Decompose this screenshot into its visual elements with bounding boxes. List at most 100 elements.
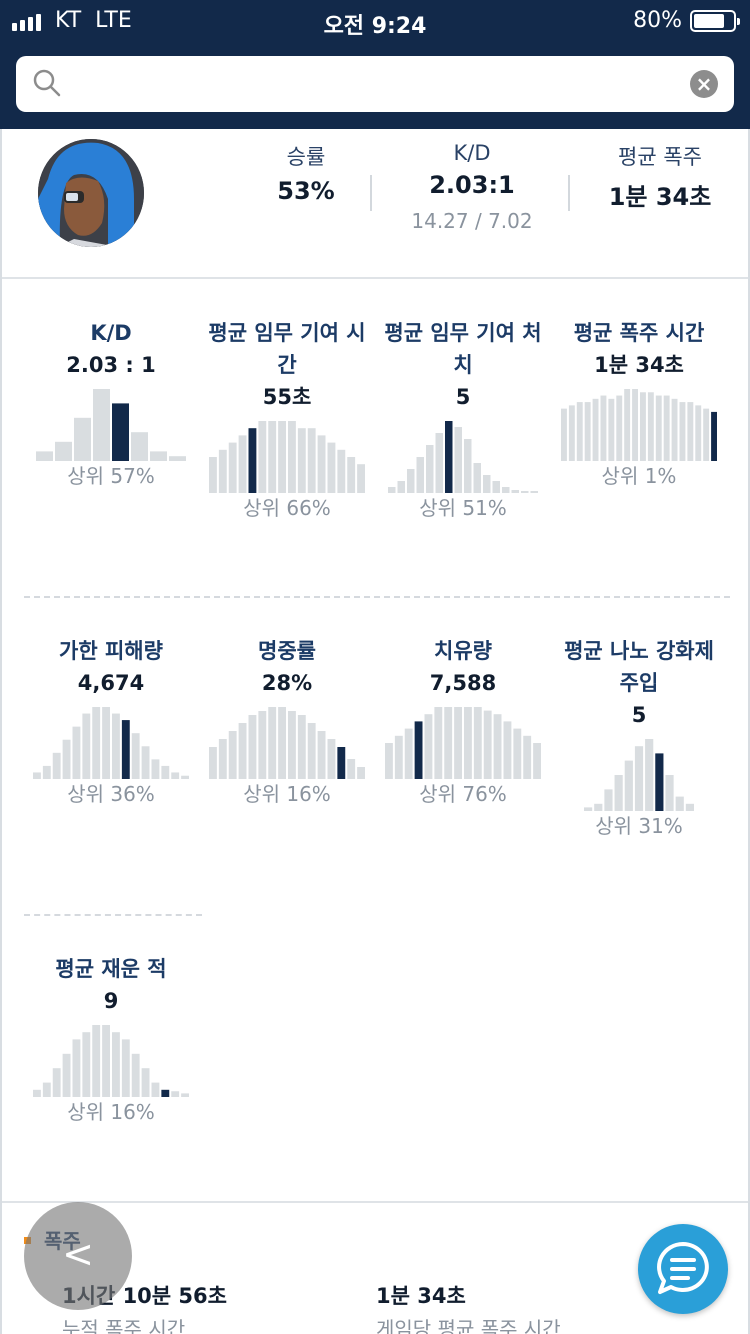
histogram-bar	[181, 775, 189, 779]
histogram-bar	[72, 1039, 81, 1097]
histogram-bar	[42, 1082, 51, 1097]
histogram-bar	[394, 735, 403, 779]
histogram-bar-player	[445, 421, 453, 493]
histogram-bar	[218, 449, 227, 493]
histogram-bar	[62, 739, 71, 779]
histogram-bar	[454, 707, 462, 779]
app-header: KT LTE 오전 9:24 80% ×	[0, 0, 750, 129]
stat-title: 평균 재운 적	[55, 957, 167, 981]
histogram-bar	[317, 435, 326, 493]
histogram-bar	[434, 707, 443, 779]
histogram-bar	[568, 405, 575, 461]
histogram-bar	[72, 726, 81, 779]
stat-histogram	[209, 421, 365, 493]
histogram-bar-player	[655, 753, 664, 811]
kd-label: K/D	[453, 141, 491, 165]
histogram-bar	[150, 451, 167, 461]
histogram-bar	[52, 1068, 61, 1097]
histogram-bar	[347, 457, 356, 493]
histogram-bar	[258, 711, 267, 779]
total-onfire-label: 누적 폭주 시간	[62, 1317, 186, 1334]
stat-title: 가한 피해량	[59, 639, 163, 663]
clear-icon[interactable]: ×	[690, 70, 718, 98]
histogram-bar-player	[112, 403, 129, 461]
win-rate-stat: 승률 53%	[256, 141, 356, 205]
carrier-label: KT	[55, 8, 82, 33]
histogram-bar	[42, 765, 51, 779]
histogram-bar	[52, 752, 61, 779]
stat-tile-objective-kills: 평균 임무 기여 처치 5 상위 51%	[375, 317, 551, 523]
stat-title: 평균 나노 강화제 주입	[564, 639, 714, 695]
search-input[interactable]	[78, 64, 678, 104]
row-divider	[24, 914, 202, 916]
stat-value: 28%	[261, 671, 313, 695]
histogram-bar	[238, 723, 247, 779]
stat-tile-kd: K/D 2.03 : 1 상위 57%	[23, 317, 199, 491]
histogram-bar	[238, 435, 247, 493]
battery-icon	[690, 9, 740, 32]
histogram-bar	[624, 389, 631, 461]
histogram-bar-player	[711, 411, 717, 461]
histogram-bar	[357, 767, 365, 779]
histogram-bar	[663, 395, 670, 461]
histogram-bar	[584, 402, 591, 461]
histogram-bar	[454, 427, 462, 493]
histogram-bar	[171, 772, 180, 779]
histogram-bar	[82, 1032, 91, 1097]
stat-percentile: 상위 51%	[419, 496, 507, 520]
histogram-bar	[592, 398, 599, 461]
search-icon[interactable]	[32, 68, 62, 98]
histogram-bar	[131, 1053, 140, 1097]
stat-title: 명중률	[258, 639, 316, 663]
histogram-bar	[594, 803, 603, 811]
stat-title: 평균 폭주 시간	[573, 321, 705, 345]
stat-percentile: 상위 16%	[243, 782, 331, 806]
histogram-bar	[685, 803, 694, 811]
histogram-bar	[297, 428, 306, 493]
stat-tile-damage: 가한 피해량 4,674 상위 36%	[23, 635, 199, 809]
chat-button[interactable]	[638, 1224, 728, 1314]
histogram-bar	[624, 760, 633, 811]
back-button[interactable]: <	[24, 1202, 132, 1310]
histogram-bar	[687, 402, 694, 461]
histogram-bar	[209, 457, 217, 493]
stat-value: 7,588	[429, 671, 497, 695]
histogram-bar	[523, 735, 532, 779]
histogram-bar	[151, 759, 160, 779]
stat-histogram	[388, 421, 538, 493]
stat-value: 55초	[262, 385, 312, 409]
kd-detail: 14.27 / 7.02	[411, 209, 533, 233]
histogram-bar	[151, 1082, 160, 1097]
stat-value: 4,674	[77, 671, 145, 695]
histogram-bar	[665, 775, 674, 811]
avg-onfire-per-game-value: 1분 34초	[376, 1284, 466, 1308]
stat-tile-healing: 치유량 7,588 상위 76%	[375, 635, 551, 809]
stat-percentile: 상위 76%	[419, 782, 507, 806]
histogram-bar	[288, 421, 296, 493]
chat-bubble-icon	[657, 1242, 709, 1294]
histogram-bar	[695, 405, 702, 461]
histogram-bar	[161, 765, 170, 779]
histogram-bar	[93, 389, 110, 461]
histogram-bar	[268, 421, 277, 493]
histogram-bar	[92, 1025, 101, 1097]
histogram-bar	[82, 713, 91, 779]
histogram-bar	[278, 421, 286, 493]
stat-histogram	[209, 707, 365, 779]
avg-onfire-label: 평균 폭주	[618, 145, 702, 169]
histogram-bar	[511, 490, 519, 493]
histogram-bar	[407, 469, 415, 493]
histogram-bar	[228, 442, 237, 493]
histogram-bar	[503, 721, 512, 779]
histogram-bar	[426, 445, 434, 493]
histogram-bar-player	[337, 747, 346, 779]
histogram-bar	[655, 395, 662, 461]
histogram-bar	[112, 1032, 120, 1097]
stat-percentile: 상위 66%	[243, 496, 331, 520]
histogram-bar	[278, 707, 286, 779]
status-time: 오전 9:24	[323, 14, 427, 39]
histogram-bar	[288, 711, 296, 779]
avg-onfire-value: 1분 34초	[608, 183, 712, 211]
histogram-bar	[388, 487, 396, 493]
stat-tile-nano-boost: 평균 나노 강화제 주입 5 상위 31%	[551, 635, 727, 841]
